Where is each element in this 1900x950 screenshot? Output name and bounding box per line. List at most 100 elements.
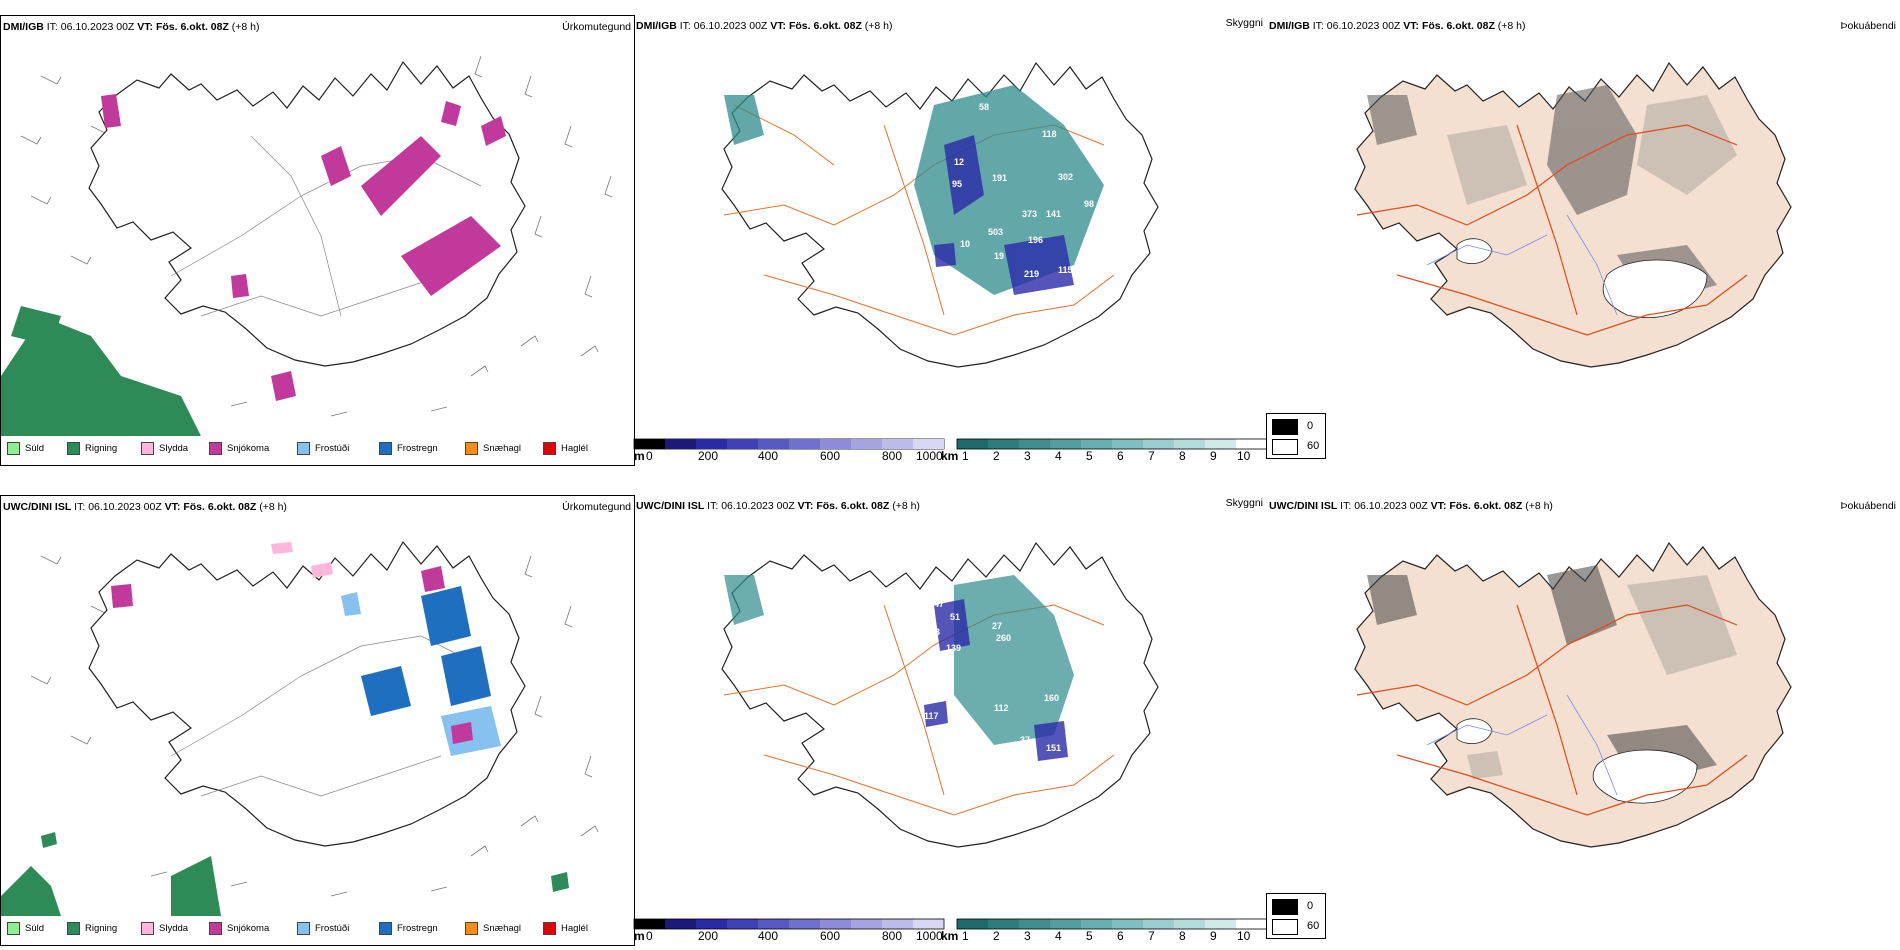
legend-item-sudd: Súld: [7, 922, 44, 935]
ceiling-tick: 800: [882, 449, 903, 463]
panel-title: DMI/IGB IT: 06.10.2023 00Z VT: Fös. 6.ok…: [1269, 20, 1526, 32]
precip-rain: [1, 306, 201, 436]
fog-legend-swatch: [1272, 899, 1298, 915]
cloud-label: 196: [1028, 235, 1043, 245]
cloud-label: 302: [1058, 172, 1073, 182]
cloud-label: 51: [950, 612, 960, 622]
fog-legend-label: 0: [1307, 900, 1314, 912]
fog-legend-swatch: [1272, 439, 1298, 455]
precip-map: [1, 541, 599, 916]
visibility-tick: 2: [993, 449, 1000, 463]
visibility-tick: 1: [962, 449, 969, 463]
ceiling-tick: 200: [698, 929, 719, 943]
panel-title: UWC/DINI ISL IT: 06.10.2023 00Z VT: Fös.…: [636, 500, 920, 512]
legend-item-snaehagl: Snæhagl: [465, 442, 521, 455]
scales: [633, 918, 1268, 930]
cloud-label: 14: [1070, 741, 1080, 751]
precip-map: [1, 55, 613, 436]
cloud-label: 58: [979, 102, 989, 112]
cloud-label: 98: [1084, 199, 1094, 209]
visibility-label: Skyggni: [1225, 497, 1263, 509]
visibility-tick: 9: [1210, 929, 1217, 943]
legend-item-sudd: Súld: [7, 442, 44, 455]
cloud-label: 20: [1080, 723, 1090, 733]
visibility-colorbar: [956, 918, 1268, 930]
cloud-label: 373: [1022, 209, 1037, 219]
visibility-tick: 5: [1086, 929, 1093, 943]
visibility-tick: 2: [993, 929, 1000, 943]
cloud-label: 37: [1020, 735, 1030, 745]
cloud-label: 115: [1058, 265, 1073, 275]
cloud-label: 19: [994, 251, 1004, 261]
precip-type-label: Úrkomutegund: [562, 501, 631, 513]
visibility-map: 58 12 95 191 118 88 142 302 373 141 98 5…: [721, 62, 1159, 368]
cloud-label: 503: [988, 227, 1003, 237]
teal-cloud: [724, 575, 1074, 745]
legend-item-snjokoma: Snjókoma: [209, 922, 269, 935]
ceiling-colorbar: [633, 918, 945, 930]
visibility-colorbar: [956, 438, 1268, 450]
precip-frostregn: [361, 586, 491, 716]
precip-snow: [101, 94, 506, 401]
glaciers: [1456, 238, 1708, 318]
cloud-label: 10: [960, 239, 970, 249]
visibility-label: Skyggni: [1225, 17, 1263, 29]
precip-type-label: Úrkomutegund: [562, 21, 631, 33]
cloud-label: 141: [1046, 209, 1061, 219]
cloud-label: 191: [992, 173, 1007, 183]
legend-item-snaehagl: Snæhagl: [465, 922, 521, 935]
ceiling-tick: 0: [646, 449, 653, 463]
scales: [633, 438, 1268, 450]
legend-item-slydda: Slydda: [141, 922, 188, 935]
legend-item-haglel: Haglél: [543, 922, 588, 935]
cloud-label: 118: [1042, 129, 1057, 139]
panel-title: UWC/DINI ISL IT: 06.10.2023 00Z VT: Fös.…: [3, 501, 287, 513]
cloud-label: 219: [1024, 269, 1039, 279]
ceiling-tick: 0: [646, 929, 653, 943]
ceiling-tick: 200: [698, 449, 719, 463]
legend-item-rigning: Rigning: [67, 442, 117, 455]
visibility-tick: 4: [1055, 929, 1062, 943]
legend-item-haglel: Haglél: [543, 442, 588, 455]
visibility-tick: 3: [1024, 929, 1031, 943]
cloud-label: 101: [1090, 612, 1105, 622]
legend-item-frostudi: Frostúði: [297, 442, 349, 455]
rivers: [1426, 214, 1618, 316]
visibility-tick: 10: [1237, 449, 1251, 463]
visibility-tick: 7: [1148, 449, 1155, 463]
fog-legend-label: 60: [1307, 440, 1320, 452]
visibility-tick: 7: [1148, 929, 1155, 943]
roads: [1356, 124, 1748, 336]
visibility-tick: 3: [1024, 449, 1031, 463]
precip-legend: Súld Rigning Slydda Snjókoma Frostúði Fr…: [7, 922, 627, 936]
ceiling-tick: 800: [882, 929, 903, 943]
visibility-tick: 6: [1117, 449, 1124, 463]
legend-item-frostudi: Frostúði: [297, 922, 349, 935]
fog-legend-label: 0: [1307, 420, 1314, 432]
cloud-height-labels: 47 51 13 139 27 260 101 117 112 160 37 1…: [924, 599, 1105, 753]
cloud-label: 151: [1046, 743, 1061, 753]
blue-cloud: [934, 135, 1074, 295]
visibility-tick: 8: [1179, 929, 1186, 943]
visibility-unit: km: [941, 449, 959, 463]
visibility-tick: 10: [1237, 929, 1251, 943]
legend-item-slydda: Slydda: [141, 442, 188, 455]
precip-panel-dmi: DMI/IGB IT: 06.10.2023 00Z VT: Fös. 6.ok…: [0, 15, 635, 466]
precip-slydda: [271, 542, 333, 578]
cloud-label: 378: [1108, 239, 1123, 249]
ceiling-tick: 400: [758, 929, 779, 943]
wind-barbs: [20, 55, 613, 417]
visibility-unit: km: [941, 929, 959, 943]
cloud-label: 117: [924, 711, 939, 721]
cloud-label: 160: [1044, 693, 1059, 703]
precip-legend: Súld Rigning Slydda Snjókoma Frostúði Fr…: [7, 442, 627, 456]
rivers: [1426, 694, 1618, 796]
ceiling-tick: 600: [820, 449, 841, 463]
fog-legend: 0 60: [1266, 413, 1326, 459]
precip-rain: [1, 832, 569, 916]
cloud-label: 95: [952, 179, 962, 189]
fog-legend-swatch: [1272, 919, 1298, 935]
fog-legend-swatch: [1272, 419, 1298, 435]
ceiling-unit: m: [634, 449, 645, 463]
ceiling-colorbar: [634, 439, 944, 449]
